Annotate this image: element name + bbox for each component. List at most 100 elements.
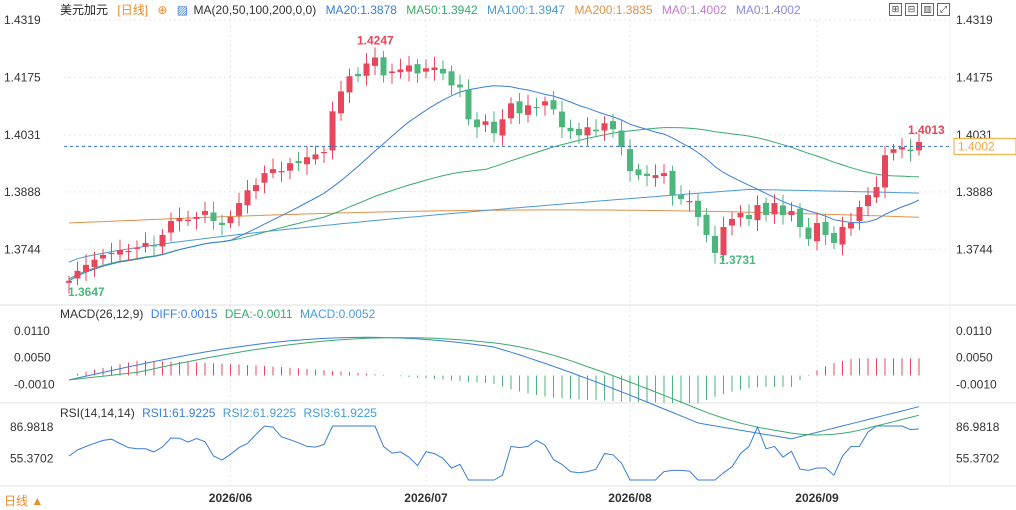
candle-body [635, 169, 642, 176]
candle-body [321, 152, 327, 154]
candle-body [729, 219, 735, 226]
candle-body [329, 111, 336, 151]
rsi3-value: RSI3:61.9225 [303, 406, 377, 420]
candle-body [389, 71, 395, 74]
rsi-y-tick-right: 86.9818 [956, 420, 1000, 434]
candle-body [601, 123, 608, 131]
candle-body [474, 119, 480, 128]
main-y-tick-left: 1.4175 [4, 70, 41, 84]
macd-y-tick-right: 0.0050 [956, 351, 993, 365]
ma200-value: MA200:1.3835 [574, 3, 653, 17]
rsi2-value: RSI2:61.9225 [222, 406, 297, 420]
macd-diff-value: DIFF:0.0015 [150, 307, 218, 321]
candle-body [465, 89, 472, 120]
main-y-tick-left: 1.3744 [4, 242, 41, 256]
main-y-tick-right: 1.4175 [956, 70, 993, 84]
ma20-value: MA20:1.3878 [325, 3, 397, 17]
rsi1-value: RSI1:61.9225 [142, 406, 216, 420]
macd-y-tick-left: -0.0010 [14, 377, 55, 391]
candle-body [805, 227, 812, 239]
candle-body [720, 226, 727, 255]
candle-body [822, 221, 829, 235]
rsi-y-tick-left: 55.3702 [10, 452, 54, 466]
macd-y-tick-left: 0.0050 [14, 351, 51, 365]
candle-body [380, 57, 387, 76]
candle-body [406, 65, 412, 72]
candle-body [737, 213, 744, 218]
candle-body [151, 245, 157, 247]
candle-body [431, 67, 438, 71]
expand-icon[interactable]: ⊞ [889, 3, 902, 16]
candle-body [142, 242, 149, 247]
ma0-value-b: MA0:1.4002 [735, 3, 801, 17]
last-label: 1.4013 [908, 123, 945, 137]
candle-body [652, 175, 659, 179]
main-y-tick-right: 1.3888 [956, 185, 993, 199]
candle-body [610, 121, 616, 130]
ma100-value: MA100:1.3947 [487, 3, 566, 17]
ma0-value-a: MA0:1.4002 [661, 3, 727, 17]
low-label-b: 1.3731 [719, 253, 756, 267]
candle-body [108, 252, 115, 255]
rsi-legend: RSI(14,14,14) RSI1:61.9225 RSI2:61.9225 … [60, 406, 377, 420]
macd-y-tick-right: 0.0110 [956, 324, 992, 338]
candle-body [100, 254, 106, 259]
candle-body [202, 211, 208, 215]
candle-body [91, 259, 98, 268]
candle-body [508, 103, 514, 119]
candle-body [618, 130, 625, 148]
candle-body [746, 214, 752, 220]
candle-body [499, 119, 506, 136]
macd-legend: MACD(26,12,9) DIFF:0.0015 DEA:-0.0011 MA… [60, 307, 375, 321]
rsi-y-tick-right: 55.3702 [956, 452, 1000, 466]
candle-body [176, 218, 183, 222]
ma-settings-icon[interactable]: ▨ [176, 3, 189, 17]
current-price-label: 1.4002 [958, 139, 995, 153]
main-y-tick-left: 1.4031 [4, 128, 41, 142]
candle-body [236, 203, 242, 216]
ma100-line [68, 188, 920, 263]
candle-body [210, 212, 217, 221]
candle-body [295, 160, 302, 164]
candle-body [270, 169, 276, 174]
period-toggle-icon[interactable]: ⊕ [157, 3, 168, 17]
candle-body [797, 208, 803, 227]
candle-body [83, 264, 89, 272]
candle-body [907, 149, 914, 152]
low-label-a: 1.3647 [68, 285, 105, 299]
fullscreen-icon[interactable]: ⤢ [937, 3, 950, 16]
candle-body [414, 64, 421, 74]
symbol-label: 美元加元 [60, 3, 109, 17]
candle-body [627, 149, 633, 172]
x-tick-label: 2026/07 [404, 491, 448, 505]
macd-y-tick-left: 0.0110 [14, 324, 50, 338]
candle-body [890, 149, 897, 153]
x-tick-label: 2026/08 [608, 491, 652, 505]
candle-body [193, 217, 200, 219]
candle-body [542, 101, 548, 106]
macd-title: MACD(26,12,9) [60, 307, 144, 321]
main-y-tick-left: 1.3888 [4, 185, 41, 199]
candle-body [525, 105, 531, 115]
candle-body [533, 106, 540, 109]
rsi-title: RSI(14,14,14) [60, 406, 135, 420]
macd-macd-value: MACD:0.0052 [299, 307, 376, 321]
candle-body [227, 217, 234, 224]
candle-body [754, 205, 761, 221]
candle-body [882, 155, 888, 188]
high-label: 1.4247 [357, 34, 394, 48]
ma20-line [68, 85, 920, 282]
ma-label: MA(20,50,100,200,0,0) [193, 3, 317, 17]
crosshair-icon[interactable]: ⊟ [905, 3, 918, 16]
layout-icon[interactable]: ▥ [921, 3, 934, 16]
period-button[interactable]: 日线 ▲ [4, 494, 44, 508]
current-price-tag [953, 137, 1016, 155]
candle-body [516, 101, 523, 114]
period-label[interactable]: [日线] [117, 3, 149, 17]
x-tick-label: 2026/09 [795, 491, 839, 505]
candle-body [763, 202, 769, 216]
candle-body [423, 68, 429, 72]
candle-body [686, 201, 693, 203]
candle-body [253, 185, 259, 191]
